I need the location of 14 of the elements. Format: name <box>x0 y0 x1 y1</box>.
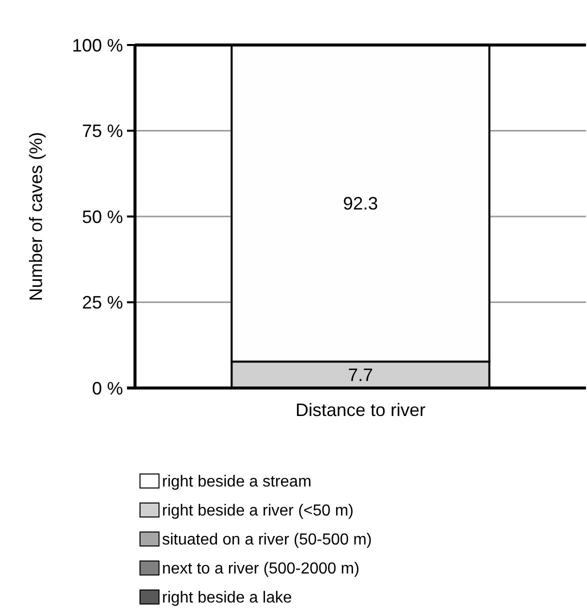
legend-label: right beside a lake <box>162 590 292 607</box>
y-tick-label: 75 % <box>82 121 123 142</box>
x-tick-label: Distance to river <box>295 400 426 420</box>
y-tick-label: 50 % <box>82 206 123 227</box>
y-axis-title: Number of caves (%) <box>26 132 46 302</box>
y-tick-label: 0 % <box>92 378 123 398</box>
data-label: 92.3 <box>342 194 378 214</box>
y-tick-label: 25 % <box>82 292 123 313</box>
y-tick-label: 100 % <box>72 35 123 56</box>
legend-label: right beside a stream <box>162 474 312 491</box>
legend-label: situated on a river (50-500 m) <box>162 532 372 549</box>
data-label: 7.7 <box>348 365 374 386</box>
legend-label: next to a river (500-2000 m) <box>162 560 360 578</box>
legend-label: right beside a river (<50 m) <box>162 502 354 520</box>
